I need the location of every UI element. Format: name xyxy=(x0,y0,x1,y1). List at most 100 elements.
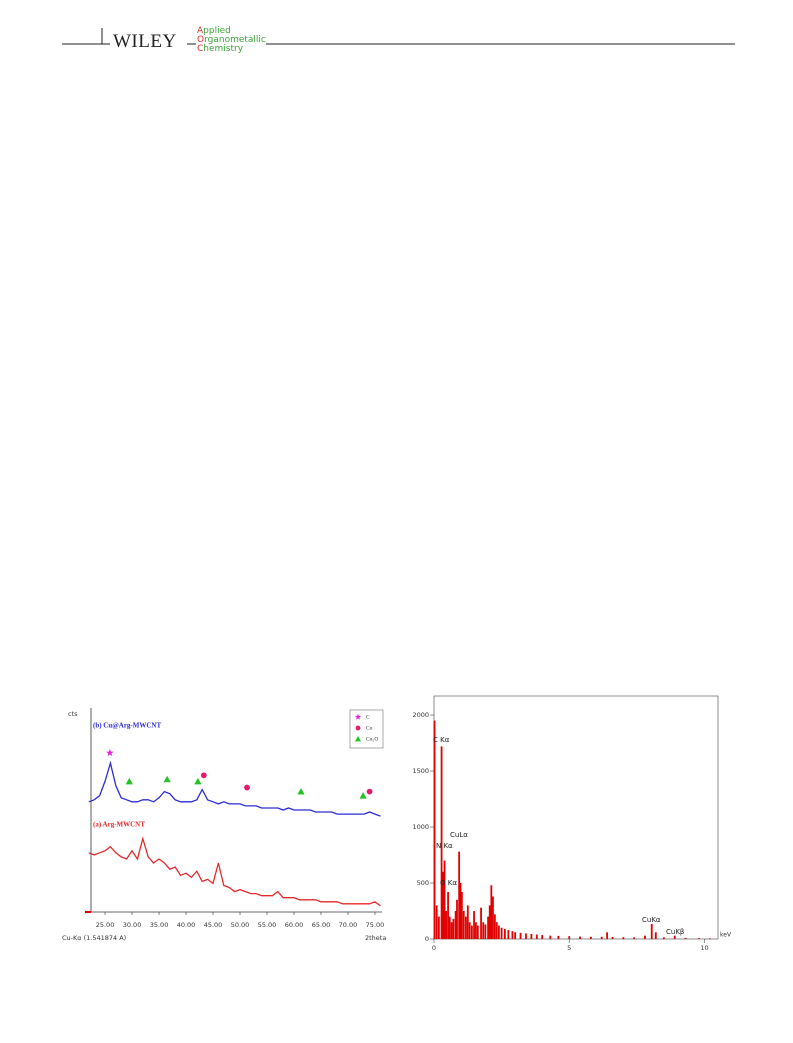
legend-label: C xyxy=(366,714,370,720)
spectrum-bar xyxy=(462,911,465,939)
x-tick-label: 70.00 xyxy=(339,921,358,929)
spectrum-bar xyxy=(600,936,603,939)
spectrum-bar xyxy=(473,911,475,939)
spectrum-bar xyxy=(606,932,609,939)
x-tick-label: 60.00 xyxy=(285,921,304,929)
spectrum-bar xyxy=(633,937,636,939)
spectrum-bar xyxy=(475,922,477,939)
journal-name: Organometallic xyxy=(197,35,266,45)
spectrum-bar xyxy=(498,925,500,939)
x-tick-label: 25.00 xyxy=(96,921,115,929)
spectrum-bar xyxy=(495,922,498,939)
spectrum-bar xyxy=(454,911,457,939)
y-tick-label: 1500 xyxy=(412,767,429,775)
spectrum-bar xyxy=(503,928,506,939)
spectrum-bar xyxy=(568,936,571,939)
phase-marker xyxy=(244,784,250,791)
x-tick-label: 40.00 xyxy=(177,921,196,929)
peak-label: N Kα xyxy=(436,842,453,850)
legend-marker xyxy=(355,725,361,731)
spectrum-bar xyxy=(466,905,469,939)
spectrum-bar xyxy=(484,924,487,939)
spectrum-bar xyxy=(673,935,676,939)
x-tick-label: 35.00 xyxy=(150,921,169,929)
x-tick-label: 45.00 xyxy=(204,921,223,929)
spectrum-bar xyxy=(535,934,538,939)
spectrum-bar xyxy=(557,935,560,939)
x-tick-label: 5 xyxy=(567,944,571,952)
x-tick-label: 65.00 xyxy=(312,921,331,929)
spectrum-bar xyxy=(589,936,592,939)
spectrum-bar xyxy=(519,932,522,939)
journal-name: Chemistry xyxy=(197,44,244,54)
spectrum-bar xyxy=(448,916,451,939)
spectrum-bar xyxy=(437,916,440,939)
spectrum-bar xyxy=(511,931,514,939)
spectrum-bar xyxy=(530,933,533,939)
legend-marker xyxy=(355,736,361,742)
y-tick-label: 500 xyxy=(417,879,429,887)
phase-marker xyxy=(163,775,171,783)
x-tick-label: 30.00 xyxy=(123,921,142,929)
peak-label: CuLα xyxy=(450,831,468,839)
spectrum-bar xyxy=(468,922,471,939)
spectrum-bar xyxy=(622,937,625,939)
phase-marker xyxy=(200,772,207,779)
spectrum-bar xyxy=(456,899,458,939)
spectrum-bar xyxy=(514,932,517,939)
spectrum-bar xyxy=(450,922,453,939)
spectrum-bar xyxy=(476,925,479,939)
x-tick-label: 10 xyxy=(700,944,708,952)
y-tick-label: 2000 xyxy=(412,711,429,719)
spectrum-bar xyxy=(507,930,510,939)
spectrum-bar xyxy=(443,860,446,939)
legend-label: Cu xyxy=(366,725,373,731)
legend-label: Cu₂O xyxy=(366,736,378,742)
spectrum-bar xyxy=(459,883,462,939)
spectrum-bar xyxy=(525,933,527,939)
legend-marker xyxy=(354,713,362,720)
x-tick-label: 75.00 xyxy=(366,921,385,929)
phase-marker xyxy=(297,788,305,795)
spectrum-bar xyxy=(440,746,443,939)
spectrum-bar xyxy=(698,938,700,939)
spectrum-bar xyxy=(611,936,614,939)
spectrum-bar xyxy=(490,885,493,939)
spectrum-line xyxy=(88,836,381,907)
spectrum-bar xyxy=(488,905,491,939)
spectrum-bar xyxy=(442,871,445,939)
spectrum-line xyxy=(88,760,381,817)
spectrum-bar xyxy=(579,936,581,939)
spectrum-bar xyxy=(480,907,482,939)
phase-marker xyxy=(359,792,367,799)
journal-name: Applied xyxy=(197,26,231,36)
publisher-logo: WILEY xyxy=(113,31,177,52)
spectrum-bar xyxy=(460,891,463,939)
y-tick-label: 1000 xyxy=(412,823,429,831)
peak-label: O Kα xyxy=(440,879,457,887)
spectrum-bar xyxy=(492,896,494,939)
plot-frame xyxy=(433,695,719,940)
phase-marker xyxy=(106,748,114,757)
phase-marker xyxy=(366,788,373,795)
phase-marker xyxy=(194,777,202,785)
y-axis-label: cts xyxy=(68,710,78,718)
peak-label: CuKα xyxy=(642,916,661,924)
spectrum-bar xyxy=(541,935,544,939)
annotation: Cu-Kα (1.541874 A) xyxy=(62,934,126,942)
spectrum-bar xyxy=(708,938,711,939)
phase-marker xyxy=(125,777,133,785)
spectrum-bar xyxy=(470,925,473,939)
spectrum-bar xyxy=(433,720,436,939)
x-axis-label: keV xyxy=(720,932,732,939)
x-tick-label: 50.00 xyxy=(231,921,250,929)
y-tick-label: 0 xyxy=(425,935,429,943)
spectrum-bar xyxy=(447,891,449,939)
spectrum-bar xyxy=(500,927,503,939)
spectrum-bar xyxy=(549,935,552,939)
x-axis-label: 2theta xyxy=(365,934,386,942)
x-tick-label: 55.00 xyxy=(258,921,277,929)
series-label: (a) Arg-MWCNT xyxy=(93,821,145,829)
peak-label: CuKβ xyxy=(666,928,684,936)
